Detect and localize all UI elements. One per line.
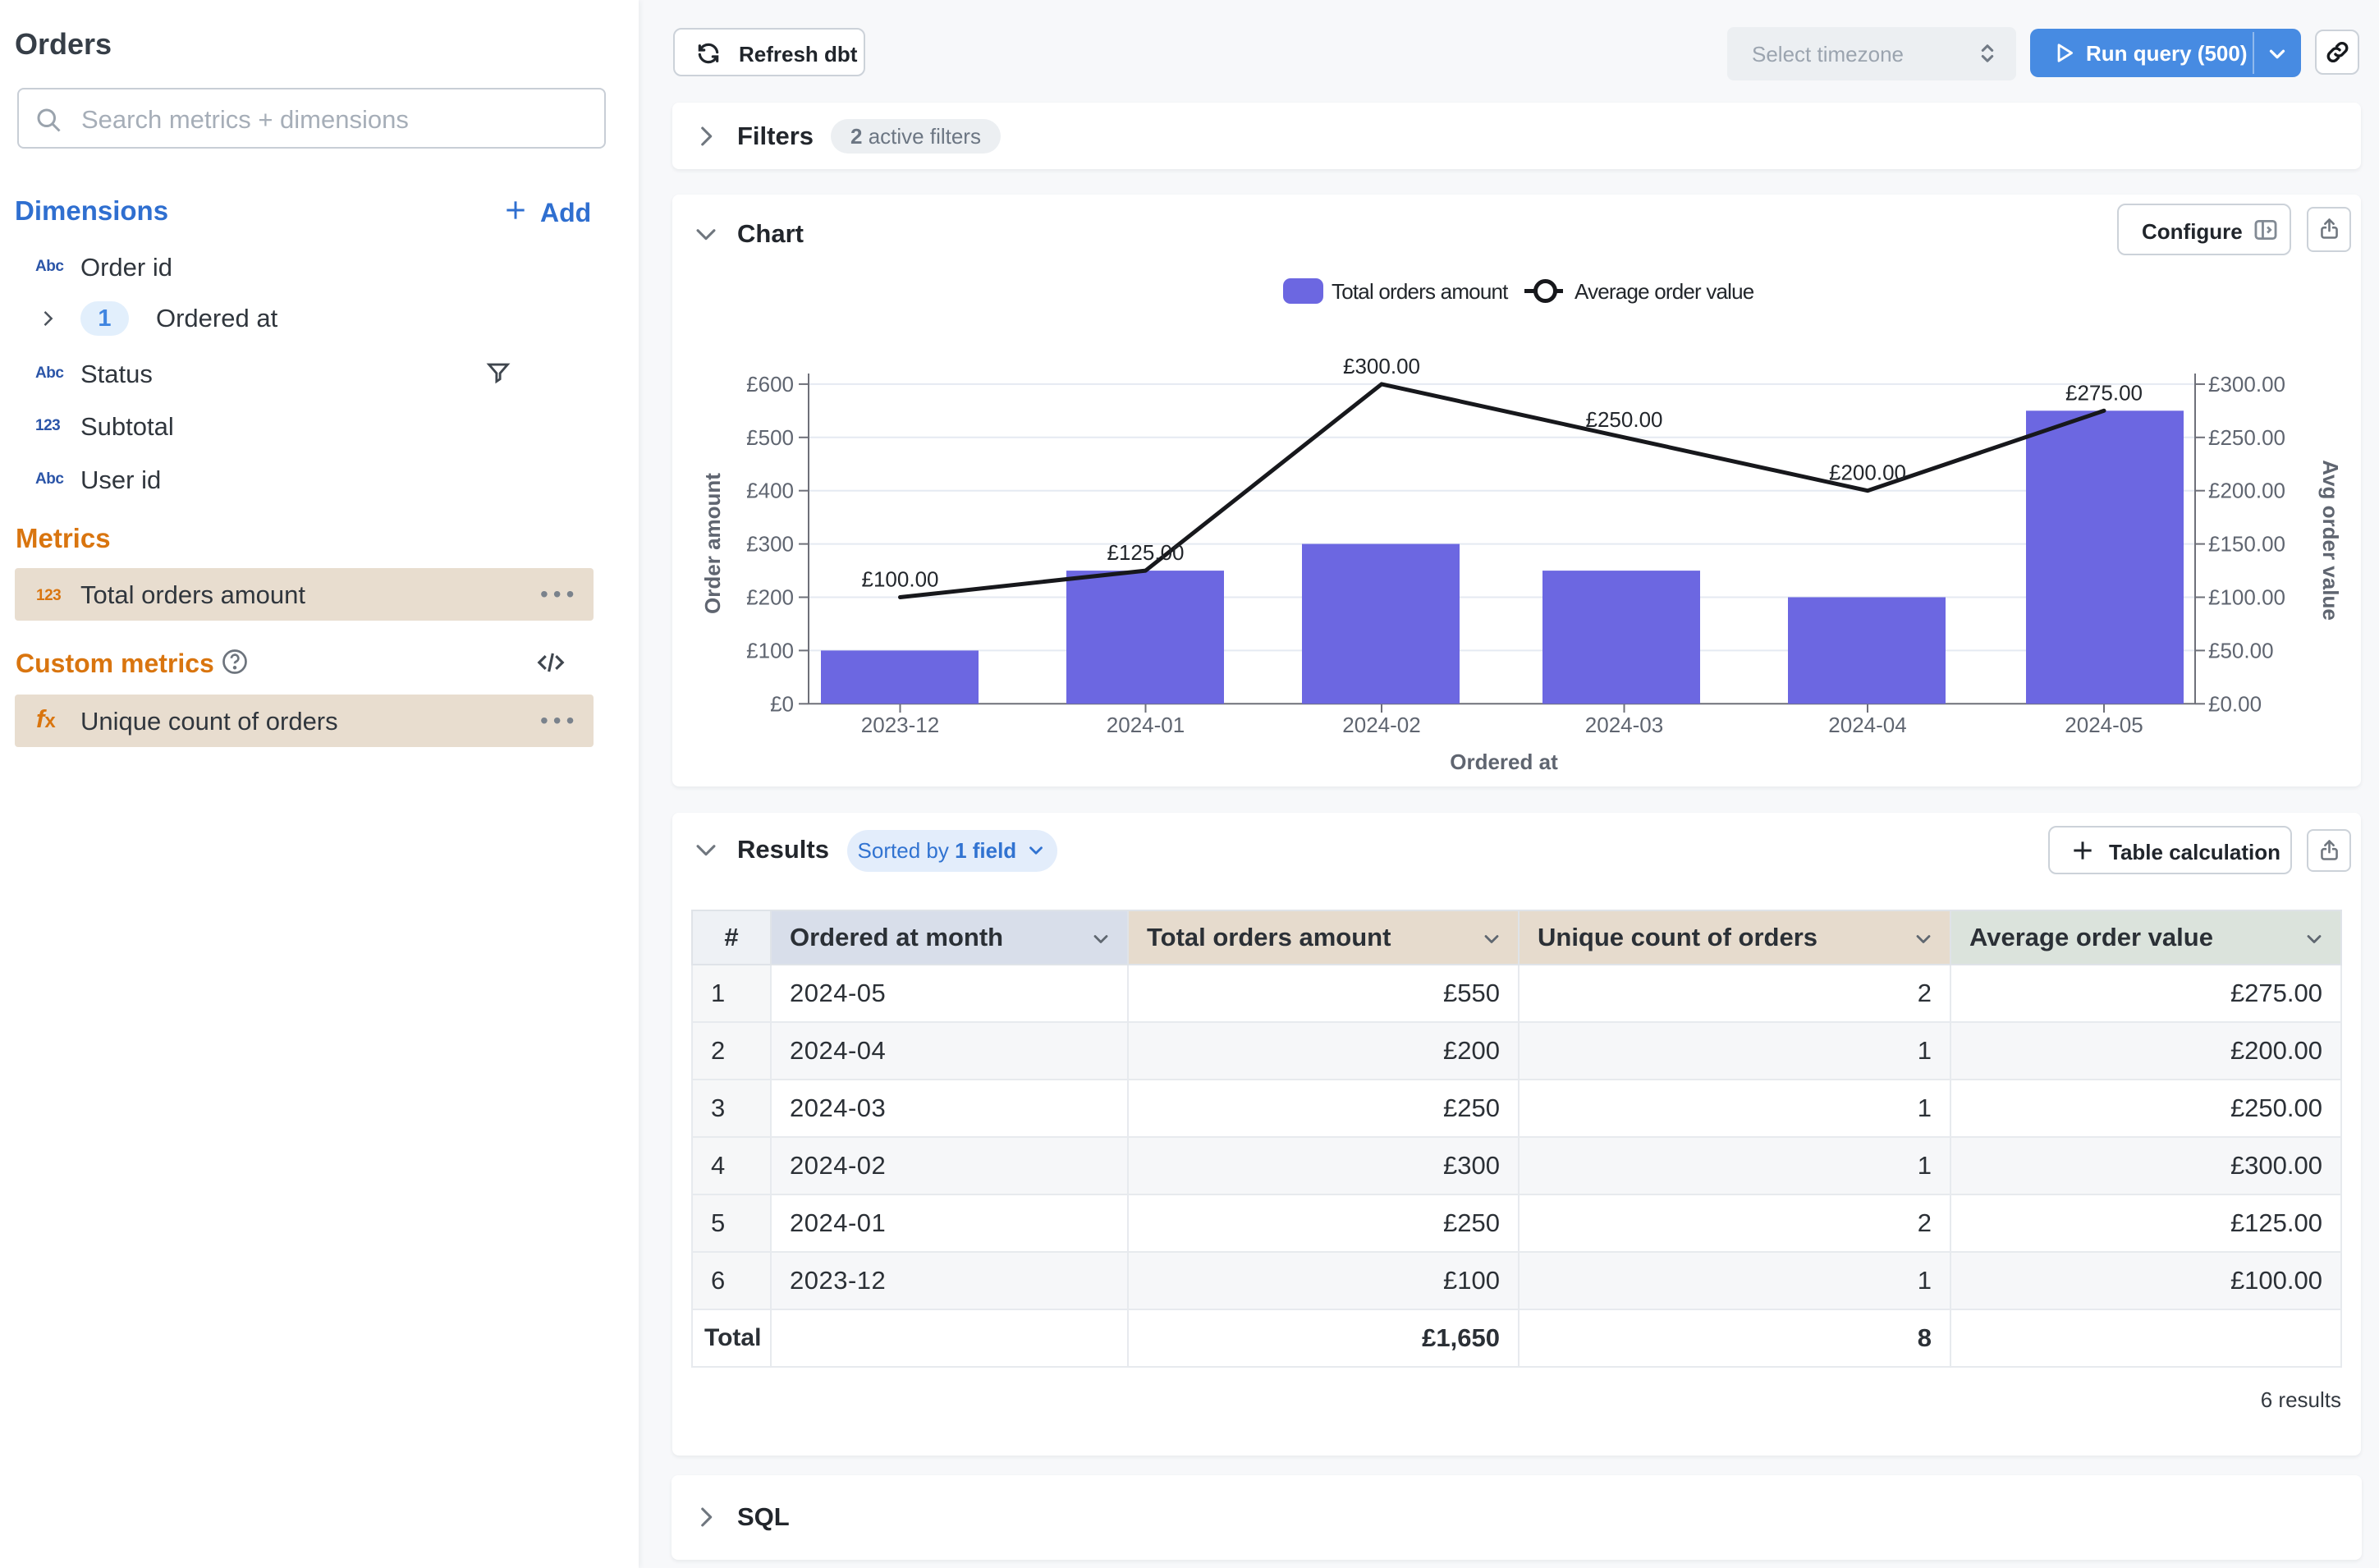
svg-text:£275.00: £275.00 bbox=[2065, 380, 2143, 405]
svg-text:£250.00: £250.00 bbox=[2208, 425, 2285, 450]
svg-text:£200: £200 bbox=[746, 585, 794, 610]
svg-text:£100: £100 bbox=[746, 638, 794, 663]
svg-text:2023-12: 2023-12 bbox=[861, 713, 939, 737]
svg-text:£0: £0 bbox=[770, 691, 794, 716]
svg-text:£250.00: £250.00 bbox=[1586, 407, 1663, 432]
svg-text:£300: £300 bbox=[746, 532, 794, 557]
svg-text:£300.00: £300.00 bbox=[2208, 372, 2285, 397]
svg-text:2024-02: 2024-02 bbox=[1342, 713, 1420, 737]
svg-text:£500: £500 bbox=[746, 425, 794, 450]
svg-text:Ordered at: Ordered at bbox=[1450, 750, 1558, 774]
svg-text:Order amount: Order amount bbox=[700, 473, 725, 614]
svg-text:£150.00: £150.00 bbox=[2208, 532, 2285, 557]
svg-text:£0.00: £0.00 bbox=[2208, 691, 2262, 716]
svg-text:2024-03: 2024-03 bbox=[1585, 713, 1663, 737]
svg-text:2024-05: 2024-05 bbox=[2065, 713, 2143, 737]
svg-text:Avg order value: Avg order value bbox=[2318, 460, 2343, 621]
svg-text:£50.00: £50.00 bbox=[2208, 638, 2274, 663]
svg-text:£100.00: £100.00 bbox=[2208, 585, 2285, 610]
svg-text:£400: £400 bbox=[746, 479, 794, 503]
svg-text:£200.00: £200.00 bbox=[2208, 479, 2285, 503]
svg-text:£300.00: £300.00 bbox=[1343, 354, 1420, 378]
svg-text:Average order value: Average order value bbox=[1575, 279, 1754, 304]
svg-text:£100.00: £100.00 bbox=[862, 567, 939, 592]
svg-text:£125.00: £125.00 bbox=[1107, 540, 1185, 565]
svg-text:£200.00: £200.00 bbox=[1829, 461, 1906, 485]
svg-text:£600: £600 bbox=[746, 372, 794, 397]
svg-text:2024-01: 2024-01 bbox=[1107, 713, 1185, 737]
svg-text:Total orders amount: Total orders amount bbox=[1332, 279, 1509, 304]
svg-text:2024-04: 2024-04 bbox=[1828, 713, 1906, 737]
